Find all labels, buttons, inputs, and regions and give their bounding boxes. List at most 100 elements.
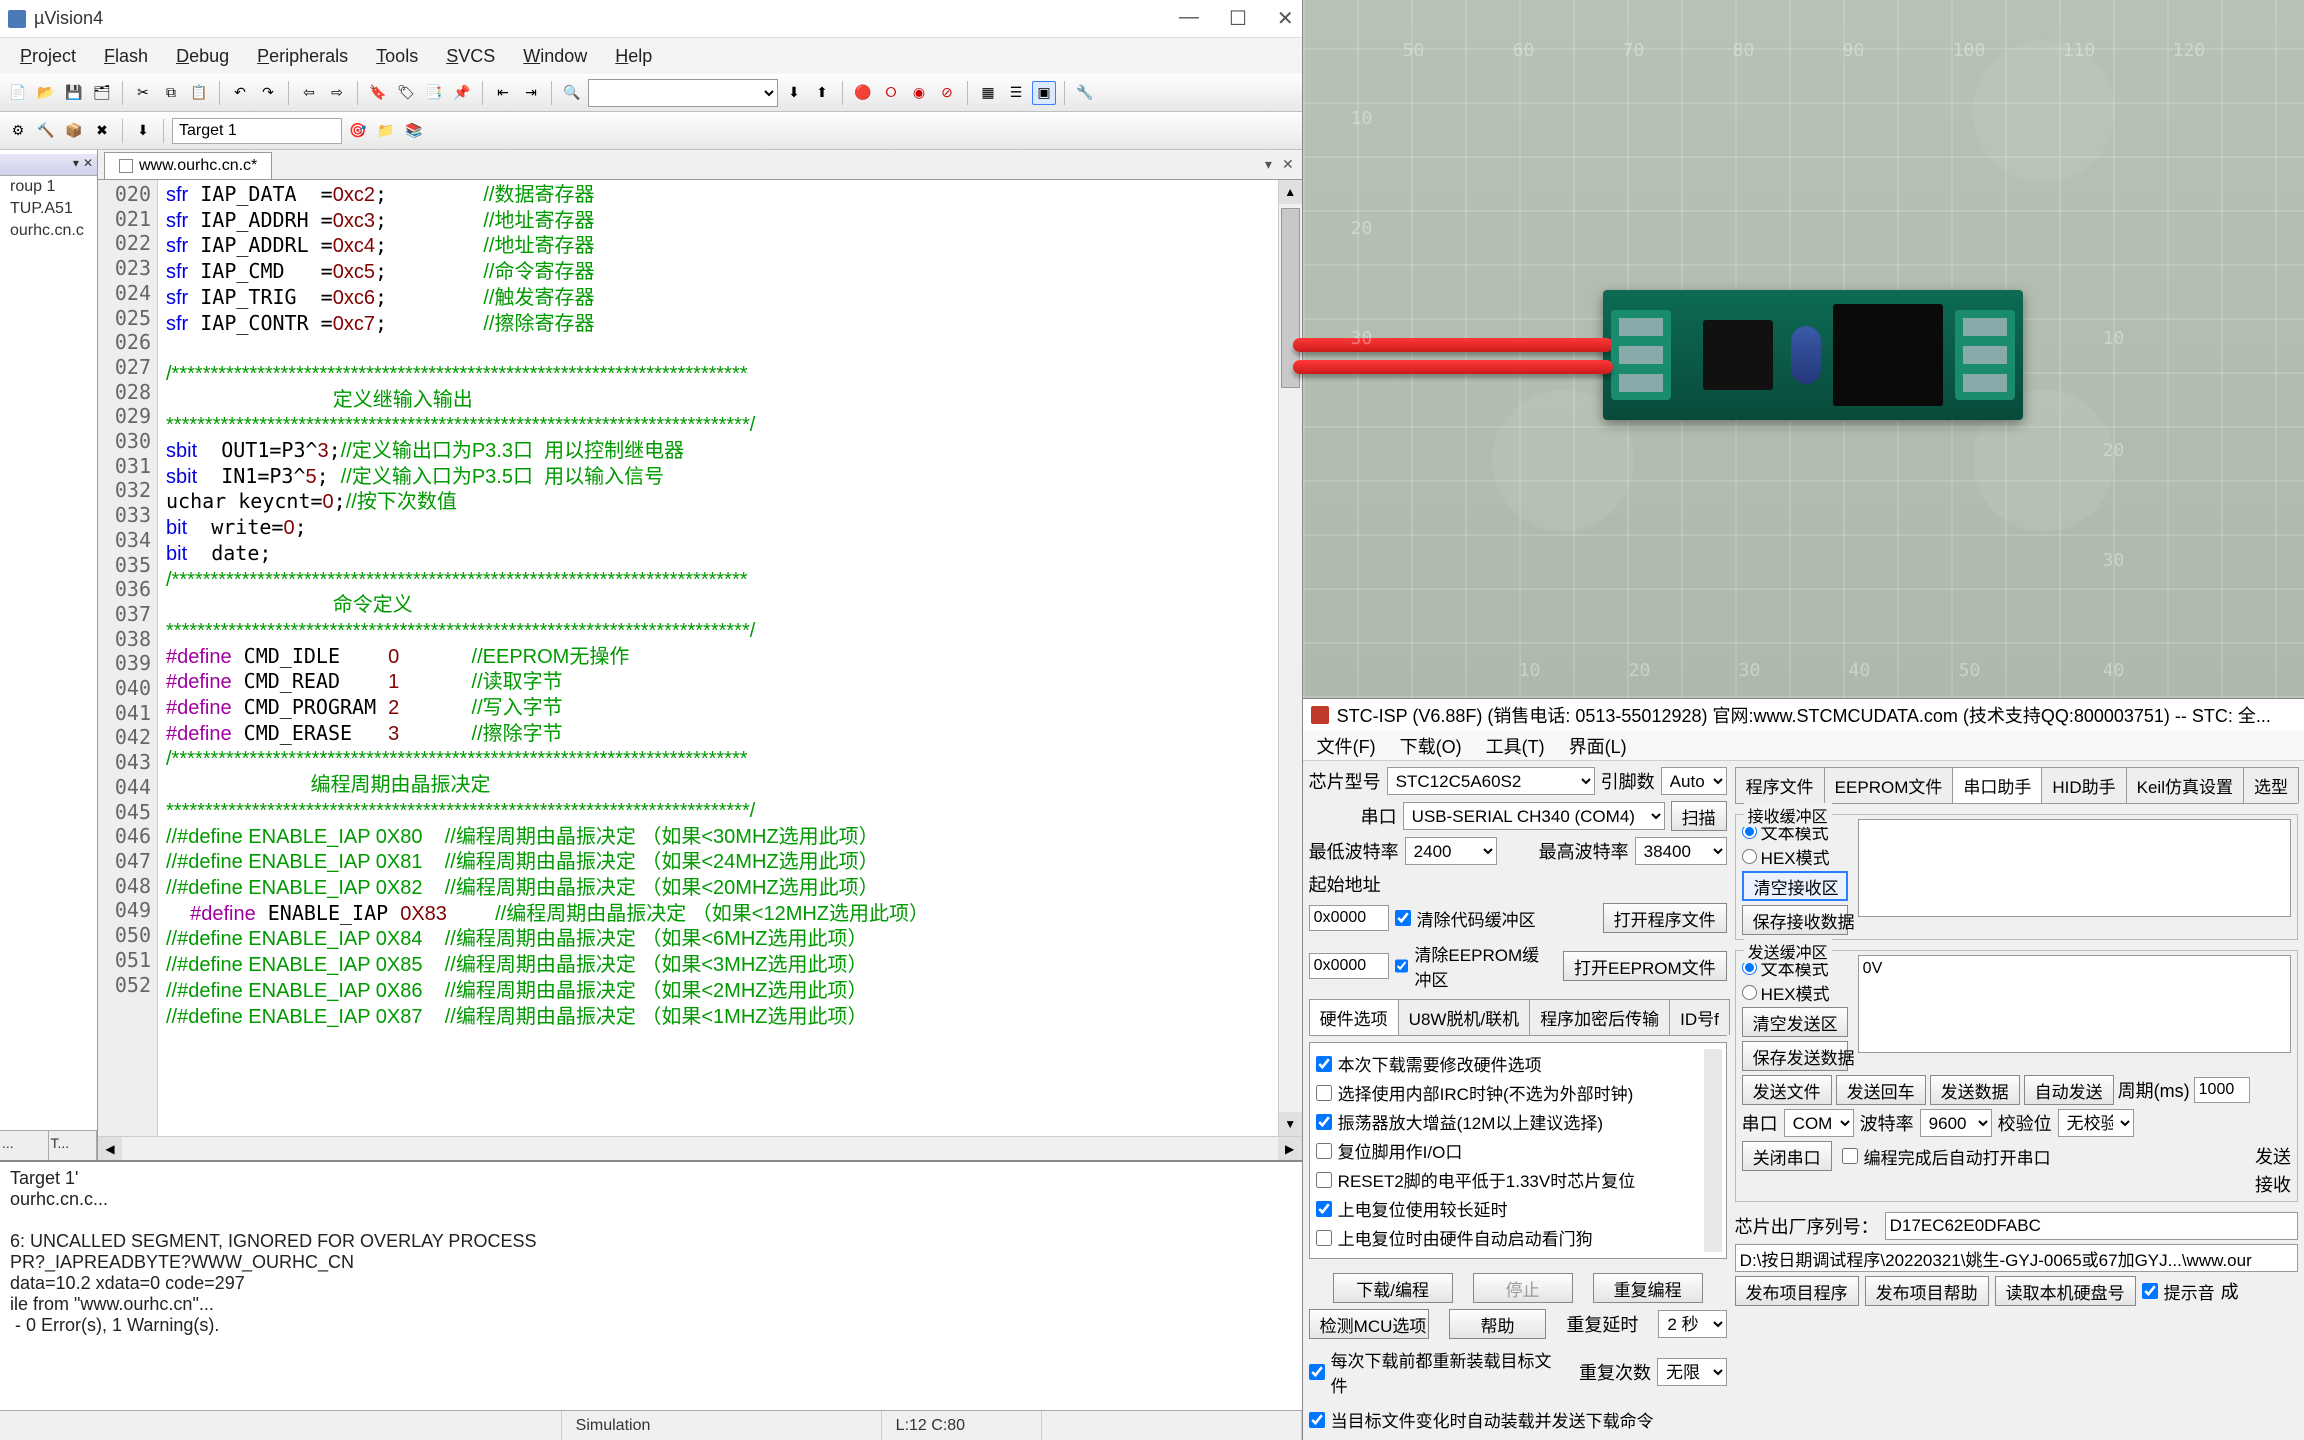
options-icon[interactable]: 🔧	[1073, 81, 1097, 105]
pane-pin-icon[interactable]: ▾	[73, 156, 79, 170]
redo-icon[interactable]: ↷	[256, 81, 280, 105]
outdent-icon[interactable]: ⇥	[519, 81, 543, 105]
send-file-button[interactable]: 发送文件	[1742, 1075, 1832, 1105]
bookmark4-icon[interactable]: 📌	[450, 81, 474, 105]
bookmark2-icon[interactable]: 🏷	[394, 81, 418, 105]
scroll-down-icon[interactable]: ▼	[1279, 1112, 1302, 1136]
findnext-icon[interactable]: ⬇	[782, 81, 806, 105]
reprogram-button[interactable]: 重复编程	[1593, 1273, 1703, 1303]
break2-icon[interactable]: ◉	[907, 81, 931, 105]
code-text[interactable]: sfr IAP_DATA =0xc2; //数据寄存器 sfr IAP_ADDR…	[158, 180, 1278, 1136]
maxbaud-select[interactable]: 38400	[1635, 837, 1727, 865]
menu-window[interactable]: Window	[509, 42, 601, 71]
send-cr-button[interactable]: 发送回车	[1836, 1075, 1926, 1105]
stc-menu-item[interactable]: 文件(F)	[1317, 733, 1376, 759]
books-icon[interactable]: 📚	[402, 119, 426, 143]
send-textarea[interactable]: 0V	[1858, 955, 2291, 1053]
hw-option[interactable]: 本次下载需要修改硬件选项	[1316, 1049, 1720, 1078]
repcnt-select[interactable]: 无限	[1657, 1358, 1727, 1386]
hw-option[interactable]: 上电复位使用较长延时	[1316, 1194, 1720, 1223]
send-hexmode-radio[interactable]: HEX模式	[1742, 980, 1830, 1005]
recv-textarea[interactable]	[1858, 819, 2291, 917]
baud-select[interactable]: 9600	[1920, 1109, 1992, 1137]
build-icon[interactable]: ⚙	[6, 119, 30, 143]
tree-item[interactable]: ourhc.cn.c	[0, 220, 97, 242]
menu-project[interactable]: Project	[6, 42, 90, 71]
find-icon[interactable]: 🔍	[560, 81, 584, 105]
clear-recv-button[interactable]: 清空接收区	[1742, 871, 1848, 901]
target-select[interactable]	[172, 118, 342, 144]
hw-option[interactable]: 复位脚用作I/O口	[1316, 1136, 1720, 1165]
clear-send-button[interactable]: 清空发送区	[1742, 1007, 1848, 1037]
nav-back-icon[interactable]: ⇦	[297, 81, 321, 105]
tab-dropdown-icon[interactable]: ▾	[1265, 156, 1272, 173]
serial-tab[interactable]: 程序文件	[1735, 767, 1825, 803]
bookmark-icon[interactable]: 🔖	[366, 81, 390, 105]
download-icon[interactable]: ⬇	[131, 119, 155, 143]
indent-icon[interactable]: ⇤	[491, 81, 515, 105]
break-icon[interactable]: ⭘	[879, 81, 903, 105]
maximize-button[interactable]: ☐	[1229, 6, 1247, 31]
menu-help[interactable]: Help	[601, 42, 666, 71]
hw-tab[interactable]: 程序加密后传输	[1529, 999, 1670, 1035]
save-send-button[interactable]: 保存发送数据	[1742, 1041, 1848, 1071]
copy-icon[interactable]: ⧉	[159, 81, 183, 105]
serial-tab[interactable]: HID助手	[2041, 767, 2126, 803]
hw-option[interactable]: RESET2脚的电平低于1.33V时芯片复位	[1316, 1165, 1720, 1194]
stc-menu-item[interactable]: 界面(L)	[1569, 733, 1627, 759]
minbaud-select[interactable]: 2400	[1405, 837, 1497, 865]
stc-menu-item[interactable]: 工具(T)	[1486, 733, 1545, 759]
close-com-button[interactable]: 关闭串口	[1742, 1141, 1832, 1171]
send-data-button[interactable]: 发送数据	[1930, 1075, 2020, 1105]
hw-option[interactable]: 上电复位时由硬件自动启动看门狗	[1316, 1223, 1720, 1252]
target-opt-icon[interactable]: 🎯	[346, 119, 370, 143]
pins-select[interactable]: Auto	[1661, 767, 1727, 795]
manage-icon[interactable]: 📁	[374, 119, 398, 143]
window-icon[interactable]: ▦	[976, 81, 1000, 105]
autoreload-chk[interactable]: 当目标文件变化时自动装载并发送下载命令	[1309, 1405, 1654, 1434]
recv-hexmode-radio[interactable]: HEX模式	[1742, 844, 1830, 869]
find-combo[interactable]	[588, 79, 778, 107]
publish-prog-button[interactable]: 发布项目程序	[1735, 1276, 1859, 1306]
tab-close-icon[interactable]: ✕	[1282, 156, 1294, 173]
open-eep-button[interactable]: 打开EEPROM文件	[1563, 951, 1727, 981]
serial-tab[interactable]: 选型	[2243, 767, 2299, 803]
undo-icon[interactable]: ↶	[228, 81, 252, 105]
tree-item[interactable]: roup 1	[0, 176, 97, 198]
save-icon[interactable]: 💾	[62, 81, 86, 105]
eep-addr-input[interactable]	[1309, 953, 1389, 979]
menu-flash[interactable]: Flash	[90, 42, 162, 71]
menu-debug[interactable]: Debug	[162, 42, 243, 71]
menu-tools[interactable]: Tools	[362, 42, 432, 71]
serial-input[interactable]	[1885, 1212, 2298, 1240]
open-icon[interactable]: 📂	[34, 81, 58, 105]
vertical-scrollbar[interactable]: ▲ ▼	[1278, 180, 1302, 1136]
open-code-button[interactable]: 打开程序文件	[1603, 903, 1727, 933]
close-button[interactable]: ✕	[1277, 6, 1294, 31]
proj-tab-1[interactable]: ...	[0, 1131, 49, 1160]
stc-menu-item[interactable]: 下载(O)	[1400, 733, 1462, 759]
minimize-button[interactable]: —	[1179, 6, 1199, 31]
stop-button[interactable]: 停止	[1473, 1273, 1573, 1303]
code-addr-input[interactable]	[1309, 905, 1389, 931]
break3-icon[interactable]: ⊘	[935, 81, 959, 105]
paste-icon[interactable]: 📋	[187, 81, 211, 105]
debug-icon[interactable]: 🔴	[851, 81, 875, 105]
download-button[interactable]: 下载/编程	[1333, 1273, 1453, 1303]
tone-chk[interactable]: 提示音	[2142, 1277, 2215, 1306]
com-select[interactable]: USB-SERIAL CH340 (COM4)	[1403, 802, 1665, 830]
window2-icon[interactable]: ☰	[1004, 81, 1028, 105]
path-input[interactable]	[1735, 1244, 2298, 1272]
save-recv-button[interactable]: 保存接收数据	[1742, 905, 1848, 935]
window3-icon[interactable]: ▣	[1032, 81, 1056, 105]
hw-tab[interactable]: 硬件选项	[1309, 999, 1399, 1035]
hw-tab[interactable]: ID号f	[1669, 999, 1730, 1035]
detect-mcu-button[interactable]: 检测MCU选项	[1309, 1309, 1429, 1339]
scroll-right-icon[interactable]: ▶	[1278, 1137, 1302, 1160]
clear-code-chk[interactable]: 清除代码缓冲区	[1395, 904, 1536, 933]
serial-tab[interactable]: EEPROM文件	[1824, 767, 1954, 803]
proj-tab-2[interactable]: T...	[49, 1131, 98, 1160]
help-button[interactable]: 帮助	[1449, 1309, 1547, 1339]
clear-eep-chk[interactable]: 清除EEPROM缓冲区	[1395, 939, 1551, 993]
hw-option[interactable]: 选择使用内部IRC时钟(不选为外部时钟)	[1316, 1078, 1720, 1107]
